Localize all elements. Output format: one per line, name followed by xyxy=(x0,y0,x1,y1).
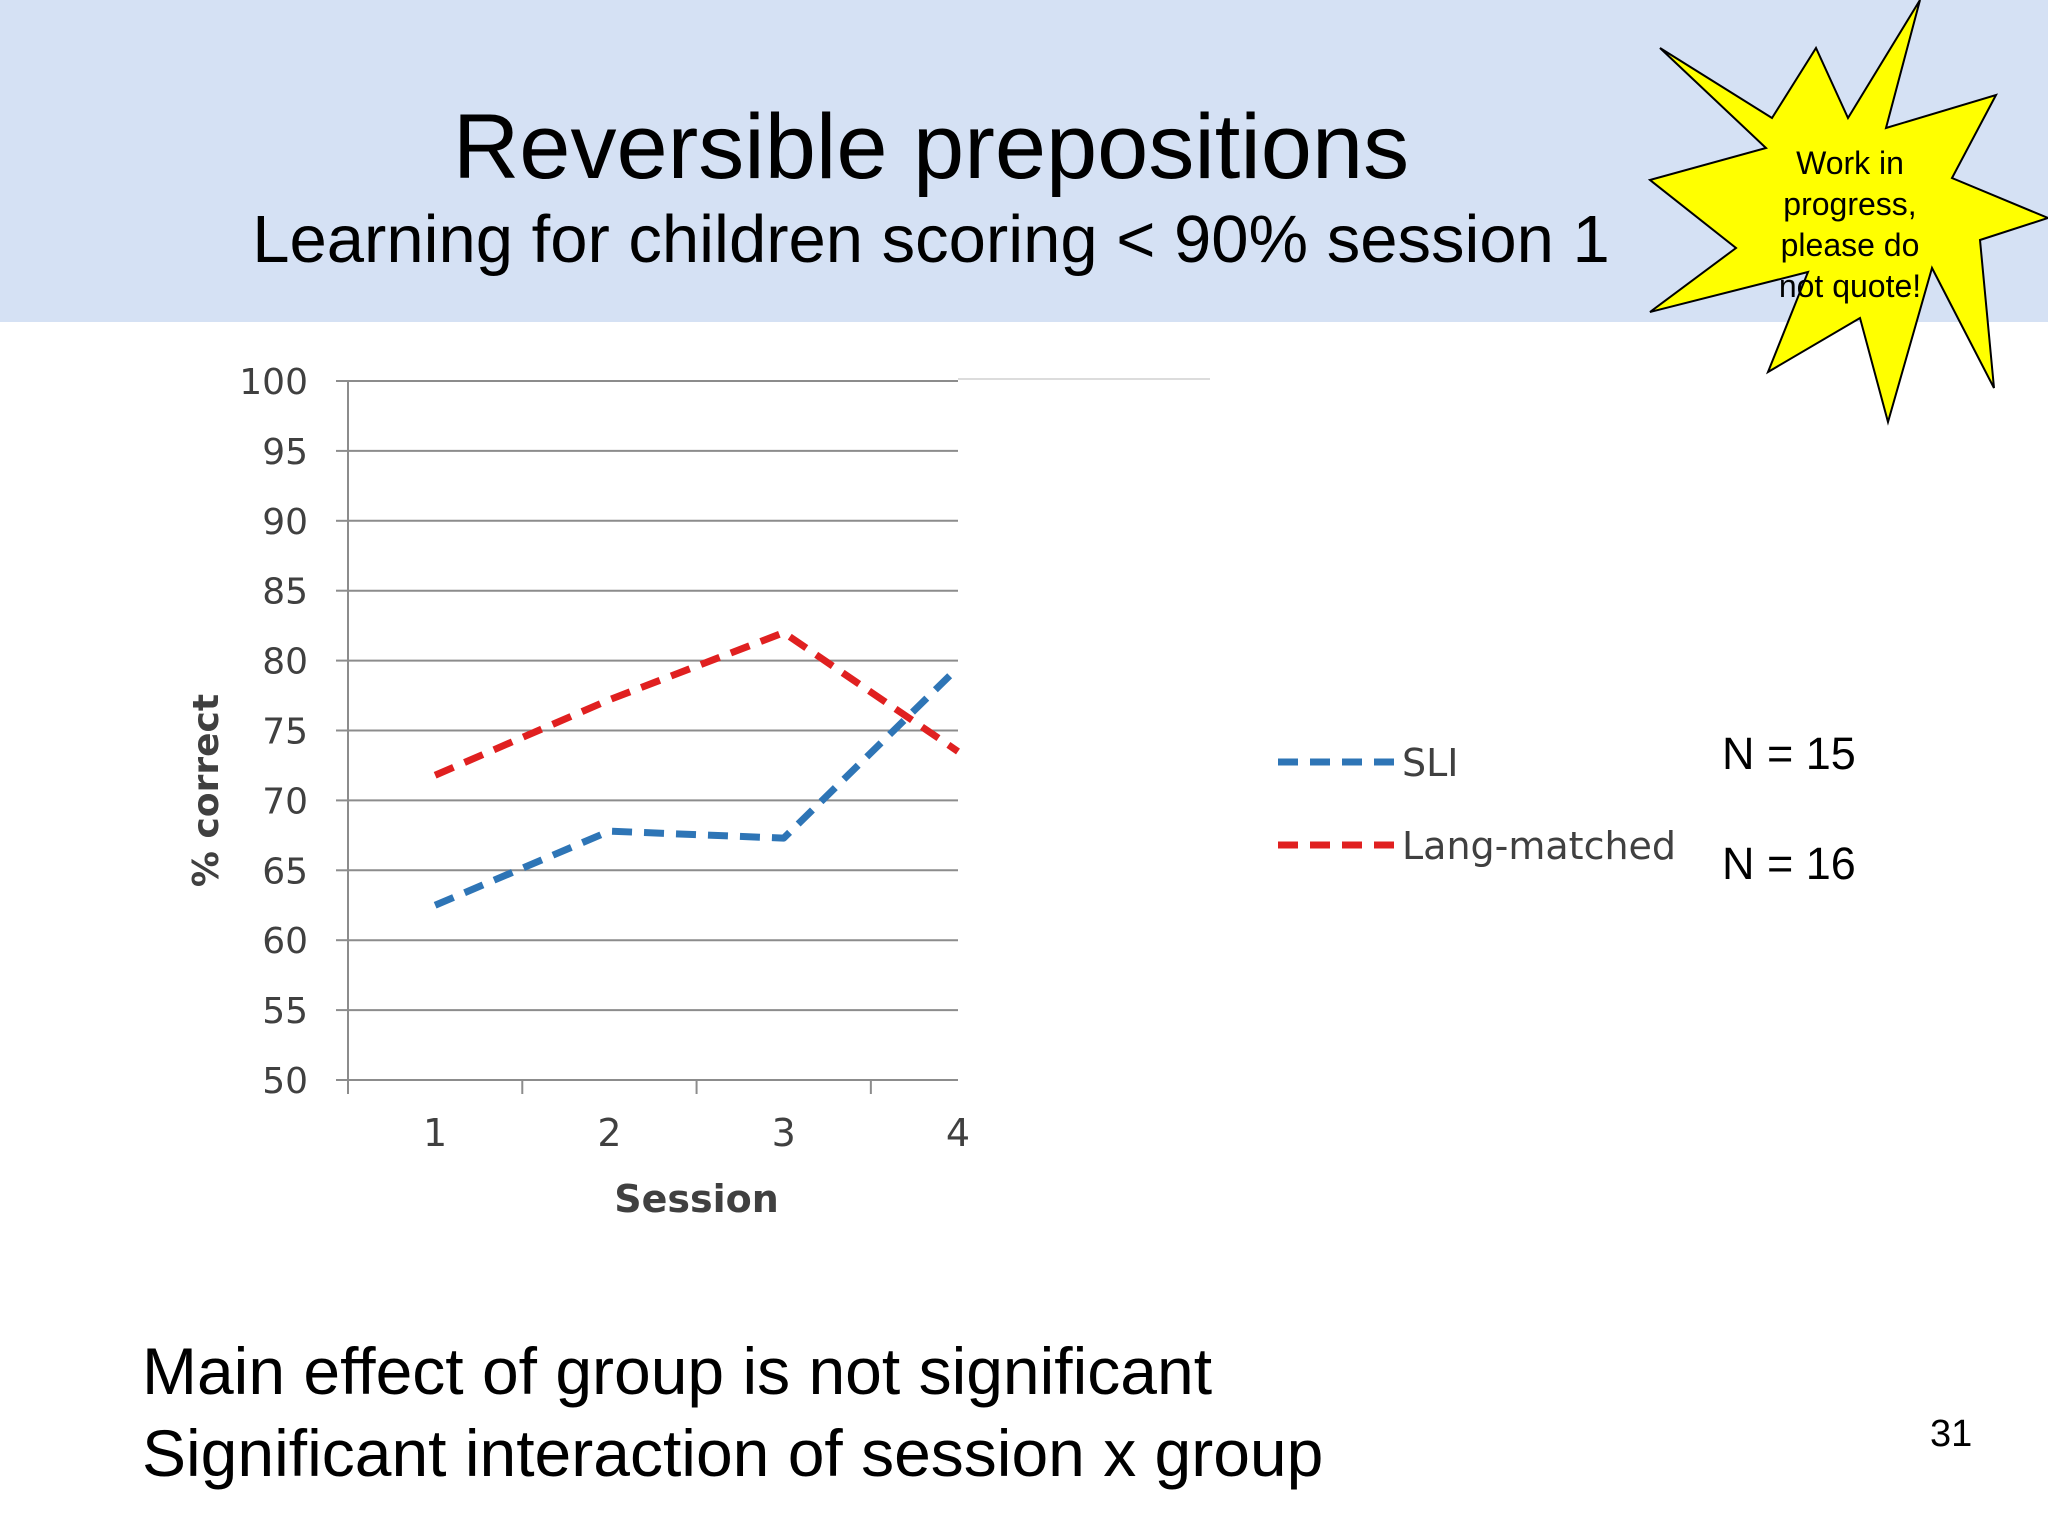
y-tick-label: 100 xyxy=(239,362,308,403)
note-line: Significant interaction of session x gro… xyxy=(142,1416,1324,1490)
lang-matched-series-line xyxy=(433,629,960,779)
slide-subtitle: Learning for children scoring < 90% sess… xyxy=(252,202,1610,277)
callout-line: not quote! xyxy=(1778,268,1922,304)
header-band xyxy=(0,0,2048,322)
x-tick-label: 1 xyxy=(423,1111,447,1155)
starburst-polygon xyxy=(1647,0,2048,426)
x-axis-title: Session xyxy=(614,1177,779,1221)
page-number: 31 xyxy=(1930,1413,1973,1455)
callout-line: please do xyxy=(1780,227,1920,263)
gridlines xyxy=(348,378,1210,1081)
x-tick-label: 4 xyxy=(946,1111,970,1155)
y-tick-label: 55 xyxy=(262,991,308,1032)
y-tick-label: 70 xyxy=(262,781,308,822)
line-chart: 50 55 60 65 70 75 80 85 90 95 100 1 2 3 4 Session % corr… xyxy=(186,362,1676,1221)
legend-label: Lang-matched xyxy=(1402,824,1676,868)
y-tick-label: 85 xyxy=(262,572,308,613)
y-tick-label: 60 xyxy=(262,921,308,962)
starburst-callout-text: Work in progress, please do not quote! xyxy=(1740,143,1960,307)
note-line: Main effect of group is not significant xyxy=(142,1334,1213,1408)
legend-label: SLI xyxy=(1402,741,1459,785)
sli-series-line xyxy=(433,665,961,909)
starburst-callout-shape xyxy=(1647,0,2048,426)
x-tick-label: 3 xyxy=(772,1111,796,1155)
x-tick-label: 2 xyxy=(597,1111,621,1155)
axis-labels: 50 55 60 65 70 75 80 85 90 95 100 1 2 3 4 Session % corr… xyxy=(186,362,970,1221)
notes: Main effect of group is not significant … xyxy=(142,1330,1323,1494)
slide-title: Reversible prepositions xyxy=(452,96,1410,198)
callout-line: Work in xyxy=(1796,145,1904,181)
legend: SLI Lang-matched xyxy=(1278,741,1676,868)
y-tick-label: 50 xyxy=(262,1061,308,1102)
y-axis-title: % correct xyxy=(186,694,227,887)
y-tick-label: 90 xyxy=(262,502,308,543)
y-tick-label: 65 xyxy=(262,851,308,892)
callout-line: progress, xyxy=(1783,186,1917,222)
y-tick-label: 80 xyxy=(262,642,308,683)
y-tick-label: 75 xyxy=(262,712,308,753)
y-tick-label: 95 xyxy=(262,432,308,473)
axes xyxy=(336,380,958,1094)
series-lines xyxy=(433,629,961,909)
n-label-lang-matched: N = 16 xyxy=(1722,838,1856,889)
n-label-sli: N = 15 xyxy=(1722,728,1856,779)
